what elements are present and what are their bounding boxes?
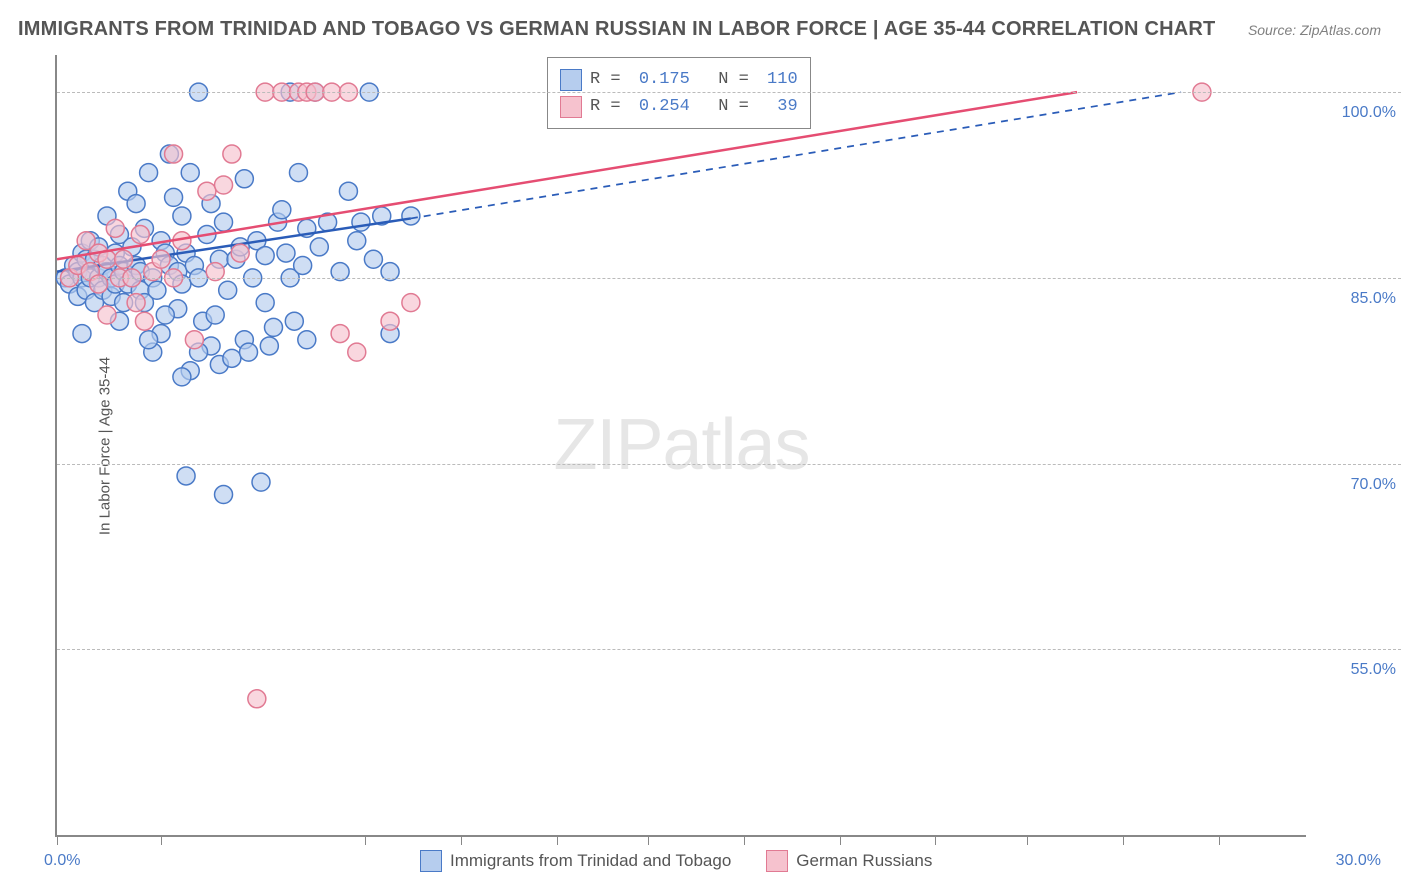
scatter-point (173, 368, 191, 386)
scatter-point (240, 343, 258, 361)
scatter-svg (57, 55, 1306, 835)
scatter-point (140, 164, 158, 182)
scatter-point (264, 318, 282, 336)
scatter-point (127, 195, 145, 213)
scatter-point (223, 145, 241, 163)
scatter-point (294, 256, 312, 274)
swatch-series-2 (560, 96, 582, 118)
scatter-point (339, 182, 357, 200)
scatter-point (148, 281, 166, 299)
chart-title: IMMIGRANTS FROM TRINIDAD AND TOBAGO VS G… (18, 18, 1215, 41)
scatter-point (381, 312, 399, 330)
scatter-point (181, 164, 199, 182)
legend-swatch-1 (420, 850, 442, 872)
scatter-point (215, 213, 233, 231)
scatter-point (115, 250, 133, 268)
gridline (57, 278, 1401, 279)
source-label: Source: ZipAtlas.com (1248, 22, 1381, 38)
scatter-point (198, 182, 216, 200)
scatter-point (152, 250, 170, 268)
scatter-point (215, 486, 233, 504)
x-tick (461, 835, 462, 845)
x-tick (161, 835, 162, 845)
x-tick (744, 835, 745, 845)
x-tick (1027, 835, 1028, 845)
scatter-point (223, 349, 241, 367)
x-tick (1123, 835, 1124, 845)
scatter-point (289, 164, 307, 182)
scatter-point (364, 250, 382, 268)
scatter-point (273, 201, 291, 219)
scatter-point (260, 337, 278, 355)
x-tick (57, 835, 58, 845)
scatter-point (173, 207, 191, 225)
x-tick (365, 835, 366, 845)
correlation-row-1: R = 0.175 N = 110 (560, 66, 798, 93)
scatter-point (235, 170, 253, 188)
scatter-point (165, 188, 183, 206)
scatter-point (98, 306, 116, 324)
scatter-point (127, 294, 145, 312)
scatter-point (131, 226, 149, 244)
scatter-point (310, 238, 328, 256)
correlation-legend: R = 0.175 N = 110 R = 0.254 N = 39 (547, 57, 811, 129)
scatter-point (348, 232, 366, 250)
x-tick (648, 835, 649, 845)
scatter-point (298, 331, 316, 349)
gridline (57, 92, 1401, 93)
scatter-point (256, 247, 274, 265)
scatter-point (256, 294, 274, 312)
scatter-point (106, 219, 124, 237)
correlation-row-2: R = 0.254 N = 39 (560, 93, 798, 120)
scatter-point (156, 306, 174, 324)
y-tick-label: 85.0% (1351, 290, 1396, 308)
scatter-point (252, 473, 270, 491)
legend-label-1: Immigrants from Trinidad and Tobago (450, 851, 731, 871)
scatter-point (177, 467, 195, 485)
legend-item-2: German Russians (766, 850, 932, 872)
scatter-point (348, 343, 366, 361)
y-tick-label: 55.0% (1351, 661, 1396, 679)
x-axis-max-label: 30.0% (1336, 852, 1381, 870)
scatter-point (185, 331, 203, 349)
x-tick (840, 835, 841, 845)
legend-item-1: Immigrants from Trinidad and Tobago (420, 850, 731, 872)
scatter-point (248, 690, 266, 708)
scatter-point (140, 331, 158, 349)
y-tick-label: 70.0% (1351, 476, 1396, 494)
x-axis-min-label: 0.0% (44, 852, 80, 870)
gridline (57, 649, 1401, 650)
x-tick (935, 835, 936, 845)
scatter-point (285, 312, 303, 330)
scatter-point (402, 207, 420, 225)
scatter-point (277, 244, 295, 262)
scatter-point (331, 325, 349, 343)
scatter-point (206, 306, 224, 324)
series-legend: Immigrants from Trinidad and Tobago Germ… (420, 850, 932, 872)
scatter-point (135, 312, 153, 330)
gridline (57, 464, 1401, 465)
x-tick (557, 835, 558, 845)
scatter-point (219, 281, 237, 299)
scatter-point (165, 145, 183, 163)
plot-area: ZIPatlas R = 0.175 N = 110 R = 0.254 N =… (55, 55, 1306, 837)
scatter-point (231, 244, 249, 262)
scatter-point (73, 325, 91, 343)
chart-container: IMMIGRANTS FROM TRINIDAD AND TOBAGO VS G… (0, 0, 1406, 892)
legend-swatch-2 (766, 850, 788, 872)
scatter-point (402, 294, 420, 312)
x-tick (1219, 835, 1220, 845)
scatter-point (352, 213, 370, 231)
scatter-point (215, 176, 233, 194)
legend-label-2: German Russians (796, 851, 932, 871)
swatch-series-1 (560, 69, 582, 91)
y-tick-label: 100.0% (1342, 104, 1396, 122)
